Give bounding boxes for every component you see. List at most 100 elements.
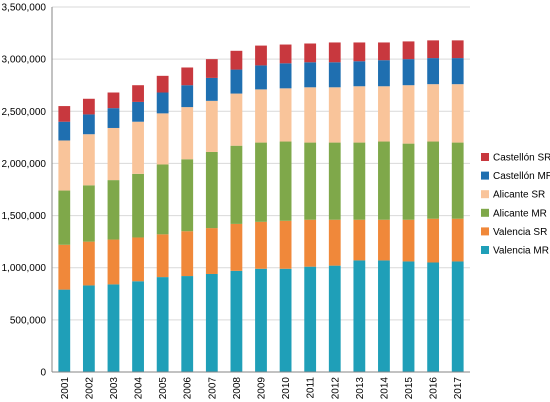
bar-segment [58, 106, 71, 122]
bar-segment [181, 107, 194, 160]
bar-segment [279, 141, 292, 221]
x-axis-tick-labels: 2001 2002 2003 2004 2005 2006 2007 2008 2009 2010… [60, 377, 464, 400]
bar-segment [451, 58, 464, 85]
x-tick-label: 2001 [60, 377, 71, 400]
x-tick-label: 2017 [453, 377, 464, 400]
bar-segment [328, 265, 341, 372]
bar-segment [328, 87, 341, 143]
bar-segment [107, 284, 120, 372]
bar-segment [58, 121, 71, 141]
bar-segment [427, 218, 440, 263]
bar-segment [402, 85, 415, 144]
bar-segment [255, 45, 267, 66]
bar-segment [156, 75, 169, 93]
x-tick-label: 2003 [109, 377, 120, 400]
legend-item: Valencia MR [481, 246, 549, 257]
bar-segment [328, 42, 341, 63]
bar-segment [230, 145, 243, 224]
bar-segment [181, 276, 194, 372]
legend-label: Valencia SR [493, 227, 547, 238]
legend-swatch [481, 246, 489, 254]
bar-segment [378, 86, 390, 142]
legend-swatch [481, 208, 489, 217]
bar-segment [304, 62, 317, 88]
bar-segment [255, 142, 267, 222]
bar-segment [58, 140, 71, 191]
bar-segment [378, 260, 390, 372]
legend-item: Castellón SR [481, 153, 550, 164]
bar-segment [427, 40, 440, 59]
bar-segment [402, 261, 415, 372]
legend-swatch [481, 153, 489, 161]
bar-segment [58, 190, 71, 245]
legend-swatch [481, 171, 489, 180]
x-tick-label: 2016 [429, 377, 440, 400]
y-tick-label: 3,500,000 [2, 3, 47, 14]
x-tick-label: 2013 [355, 377, 366, 400]
bar-segment [58, 289, 71, 372]
bar-segment [328, 142, 341, 220]
bar-segment [230, 223, 243, 271]
bar-segment [181, 85, 194, 108]
bar-segment [402, 219, 415, 262]
bar-segment [82, 98, 95, 115]
bar-segment [255, 268, 267, 372]
x-tick-label: 2014 [379, 377, 390, 400]
x-tick-label: 2011 [306, 377, 317, 399]
bar-segment [205, 59, 218, 78]
bar-segment [156, 164, 169, 235]
bar-segment [181, 159, 194, 232]
x-tick-label: 2015 [404, 377, 415, 400]
legend-label: Castellón MR [493, 171, 550, 182]
bar-segment [58, 244, 71, 290]
bar-segment [205, 77, 218, 101]
bar-segment [353, 61, 366, 87]
bar-segment [279, 44, 292, 64]
bar-segment [402, 59, 415, 86]
x-tick-label: 2010 [281, 377, 292, 400]
bar-segment [82, 134, 95, 186]
bar-segment [451, 142, 464, 219]
x-tick-label: 2007 [207, 377, 218, 400]
legend-swatch [481, 190, 489, 199]
y-tick-label: 0 [40, 368, 46, 379]
bar-segment [279, 220, 292, 269]
bar-segment [353, 260, 366, 372]
x-tick-label: 2004 [134, 377, 145, 400]
bar-segment [451, 261, 464, 372]
bar-segment [255, 221, 267, 269]
bar-segment [156, 234, 169, 278]
legend-label: Valencia MR [493, 246, 549, 257]
bar-segment [427, 141, 440, 219]
bar-segment [230, 50, 243, 70]
legend-label: Castellón SR [493, 153, 550, 164]
x-tick-label: 2005 [158, 377, 169, 400]
bar-segment [328, 62, 341, 88]
bar-segment [279, 268, 292, 372]
bar-segment [205, 228, 218, 274]
bar-segment [304, 43, 317, 63]
bar-segment [304, 142, 317, 220]
legend-swatch [481, 227, 489, 236]
legend-item: Valencia SR [481, 227, 547, 238]
y-axis-tick-labels: 0 500,000 1,000,000 1,500,000 2,000,000 2,500… [2, 3, 47, 379]
bar-segment [304, 266, 317, 372]
y-tick-label: 500,000 [10, 315, 47, 326]
bar-segment [427, 58, 440, 85]
bar-segment [427, 84, 440, 142]
y-tick-label: 2,500,000 [2, 107, 47, 118]
bar-segment [107, 180, 120, 240]
x-tick-label: 2008 [232, 377, 243, 400]
x-tick-label: 2002 [84, 377, 95, 400]
bar-segment [230, 270, 243, 372]
bar-segment [181, 231, 194, 277]
bar-segment [427, 262, 440, 372]
y-tick-label: 1,500,000 [2, 211, 47, 222]
bar-segment [82, 285, 95, 372]
bar-segment [132, 121, 144, 174]
bar-segment [82, 185, 95, 242]
bar-segment [82, 241, 95, 286]
bar-segment [82, 114, 95, 135]
